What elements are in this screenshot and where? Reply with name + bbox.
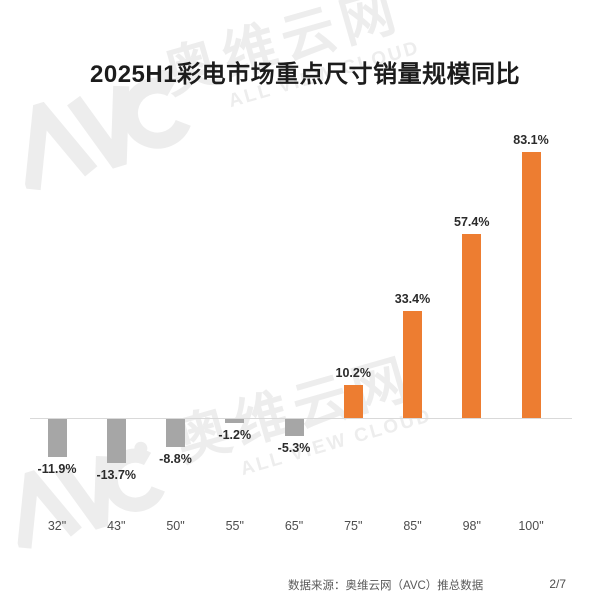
x-axis-tick: 32" xyxy=(47,519,67,533)
x-axis-tick: 98" xyxy=(462,519,481,533)
bar-32" xyxy=(47,419,67,458)
x-axis-tick: 43" xyxy=(107,519,126,533)
bar-value-label: -8.8% xyxy=(159,452,192,467)
x-axis-tick: 85" xyxy=(403,519,422,533)
bar-43" xyxy=(106,419,126,463)
bar-55" xyxy=(225,419,245,423)
bar-98" xyxy=(462,234,482,418)
bar-value-label: 83.1% xyxy=(513,133,549,148)
bar-value-label: -11.9% xyxy=(37,462,77,477)
bar-value-label: -5.3% xyxy=(277,440,311,455)
bar-100" xyxy=(521,152,541,418)
bar-value-label: -1.2% xyxy=(218,427,252,442)
x-axis-tick: 100" xyxy=(518,519,544,533)
x-axis-tick: 50" xyxy=(166,519,185,533)
bar-value-label: 57.4% xyxy=(454,215,490,230)
page-number: 2/7 xyxy=(549,577,566,591)
x-axis-tick: 55" xyxy=(225,519,244,533)
x-axis-tick: 75" xyxy=(344,519,363,533)
zero-axis-line xyxy=(30,418,572,419)
bar-value-label: 33.4% xyxy=(394,292,431,307)
data-source-note: 数据来源：奥维云网（AVC）推总数据 xyxy=(288,580,484,592)
x-axis-tick: 65" xyxy=(284,519,304,533)
bar-50" xyxy=(166,419,185,448)
chart-title: 2025H1彩电市场重点尺寸销量规模同比 xyxy=(90,61,521,88)
bar-75" xyxy=(343,385,363,418)
bar-85" xyxy=(403,311,422,418)
bar-value-label: 10.2% xyxy=(335,366,371,381)
bar-value-label: -13.7% xyxy=(96,467,137,482)
bar-65" xyxy=(284,419,304,436)
